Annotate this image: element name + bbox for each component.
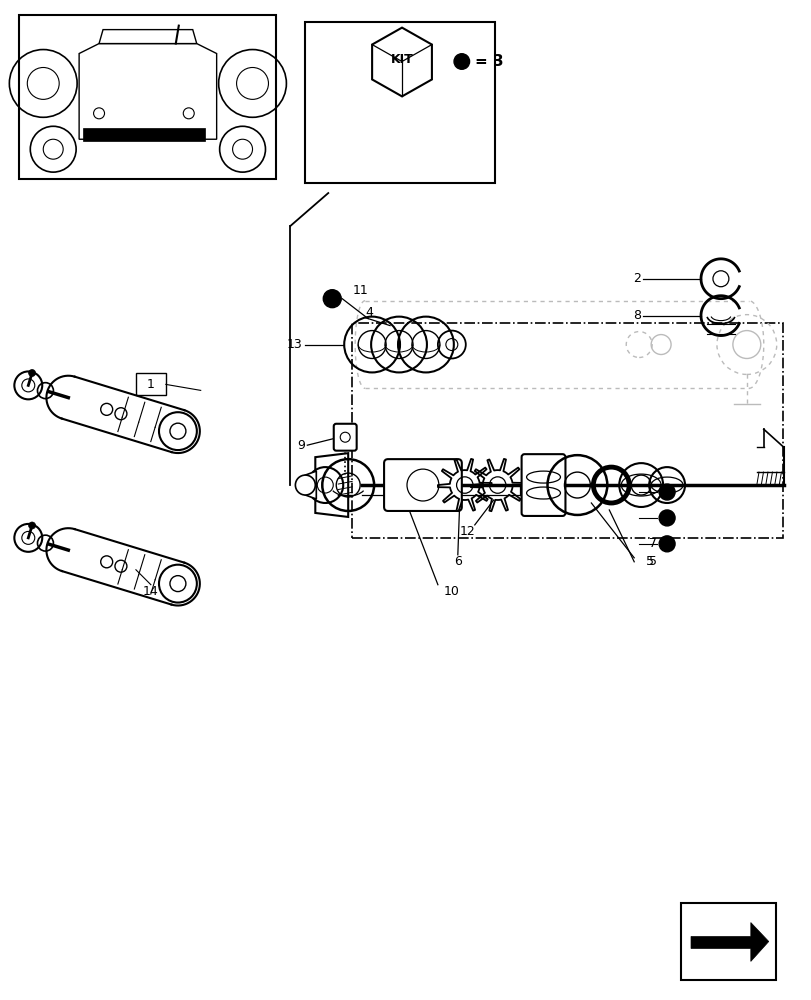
Circle shape [659,510,674,526]
Bar [83,128,204,141]
Text: = 3: = 3 [474,54,503,69]
FancyBboxPatch shape [521,454,564,516]
Polygon shape [690,923,768,961]
Polygon shape [371,28,431,96]
Text: 6: 6 [453,555,461,568]
Circle shape [28,370,36,376]
Polygon shape [79,44,217,139]
Circle shape [323,290,341,308]
Text: 7: 7 [648,537,656,550]
Circle shape [93,108,105,119]
Text: 8: 8 [633,309,641,322]
Circle shape [659,536,674,552]
Circle shape [28,522,36,529]
Text: 11: 11 [352,284,367,297]
Text: 5: 5 [648,555,656,568]
Circle shape [453,54,469,69]
FancyBboxPatch shape [333,424,356,451]
Text: 4: 4 [365,306,372,319]
Circle shape [295,475,315,495]
Text: 13: 13 [286,338,302,351]
Bar [305,22,494,183]
Text: 1: 1 [147,378,155,391]
Bar [352,323,782,538]
Bar [680,903,775,980]
Circle shape [183,108,194,119]
Text: 10: 10 [444,585,459,598]
Polygon shape [315,453,348,517]
Text: 9: 9 [297,439,305,452]
Bar [135,373,165,395]
Bar [19,15,276,179]
Polygon shape [99,30,196,44]
FancyBboxPatch shape [384,459,461,511]
Text: 2: 2 [633,272,641,285]
Polygon shape [305,471,316,499]
Text: 14: 14 [143,585,159,598]
Circle shape [659,484,674,500]
Text: 12: 12 [459,525,475,538]
Text: KIT: KIT [390,53,413,66]
Text: 5: 5 [646,555,654,568]
